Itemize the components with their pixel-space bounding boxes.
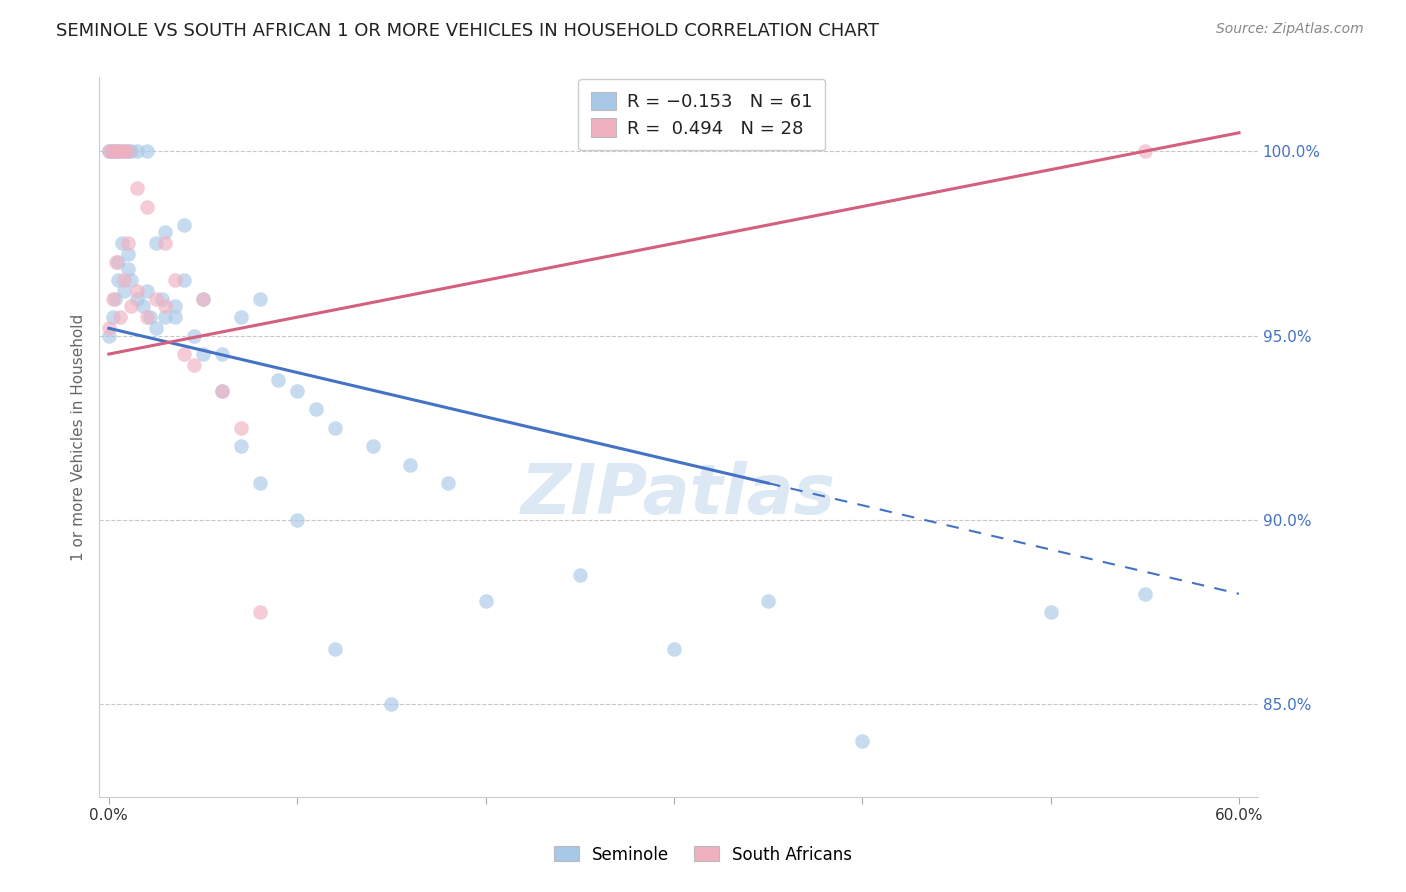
Text: SEMINOLE VS SOUTH AFRICAN 1 OR MORE VEHICLES IN HOUSEHOLD CORRELATION CHART: SEMINOLE VS SOUTH AFRICAN 1 OR MORE VEHI… <box>56 22 879 40</box>
Point <box>229 439 252 453</box>
Point <box>111 236 134 251</box>
Point <box>135 200 157 214</box>
Point <box>145 292 167 306</box>
Point <box>112 145 135 159</box>
Point <box>97 321 120 335</box>
Point <box>851 734 873 748</box>
Point <box>163 273 186 287</box>
Point <box>117 236 139 251</box>
Point <box>127 285 149 299</box>
Point <box>155 299 177 313</box>
Point <box>305 402 328 417</box>
Text: Source: ZipAtlas.com: Source: ZipAtlas.com <box>1216 22 1364 37</box>
Point <box>1133 145 1156 159</box>
Point <box>120 299 142 313</box>
Point <box>97 328 120 343</box>
Point <box>173 347 195 361</box>
Point <box>662 642 685 657</box>
Point <box>249 292 271 306</box>
Point <box>323 421 346 435</box>
Point <box>211 347 233 361</box>
Point <box>101 310 124 325</box>
Point <box>108 145 131 159</box>
Point <box>380 698 402 712</box>
Point <box>145 236 167 251</box>
Point <box>229 310 252 325</box>
Point <box>120 145 142 159</box>
Point <box>191 292 214 306</box>
Point <box>568 568 591 582</box>
Point <box>437 476 460 491</box>
Point <box>103 145 125 159</box>
Point <box>101 145 124 159</box>
Point <box>120 273 142 287</box>
Legend: Seminole, South Africans: Seminole, South Africans <box>547 839 859 871</box>
Point <box>183 358 205 372</box>
Point <box>323 642 346 657</box>
Point <box>145 321 167 335</box>
Point <box>105 255 128 269</box>
Point <box>135 310 157 325</box>
Point <box>105 145 128 159</box>
Point <box>1133 587 1156 601</box>
Point <box>103 292 125 306</box>
Text: ZIPatlas: ZIPatlas <box>522 461 837 528</box>
Point <box>756 594 779 608</box>
Point <box>117 247 139 261</box>
Point <box>163 299 186 313</box>
Point <box>211 384 233 398</box>
Point <box>101 292 124 306</box>
Point <box>285 384 308 398</box>
Point <box>127 181 149 195</box>
Legend: R = −0.153   N = 61, R =  0.494   N = 28: R = −0.153 N = 61, R = 0.494 N = 28 <box>578 79 825 151</box>
Point <box>267 373 290 387</box>
Point <box>229 421 252 435</box>
Point <box>100 145 122 159</box>
Point <box>107 145 129 159</box>
Y-axis label: 1 or more Vehicles in Household: 1 or more Vehicles in Household <box>72 313 86 561</box>
Point <box>155 236 177 251</box>
Point <box>183 328 205 343</box>
Point <box>107 255 129 269</box>
Point <box>132 299 155 313</box>
Point <box>135 145 157 159</box>
Point <box>155 310 177 325</box>
Point <box>163 310 186 325</box>
Point <box>399 458 422 472</box>
Point <box>474 594 496 608</box>
Point <box>105 145 128 159</box>
Point <box>361 439 384 453</box>
Point <box>249 476 271 491</box>
Point <box>107 273 129 287</box>
Point <box>285 513 308 527</box>
Point <box>117 145 139 159</box>
Point <box>191 347 214 361</box>
Point <box>135 285 157 299</box>
Point <box>139 310 162 325</box>
Point <box>173 273 195 287</box>
Point <box>173 218 195 232</box>
Point <box>150 292 173 306</box>
Point <box>112 273 135 287</box>
Point <box>117 145 139 159</box>
Point <box>108 310 131 325</box>
Point <box>127 145 149 159</box>
Point <box>1039 605 1062 619</box>
Point <box>101 145 124 159</box>
Point <box>155 225 177 239</box>
Point <box>191 292 214 306</box>
Point <box>117 262 139 277</box>
Point <box>127 292 149 306</box>
Point <box>97 145 120 159</box>
Point <box>97 145 120 159</box>
Point <box>249 605 271 619</box>
Point <box>108 145 131 159</box>
Point <box>112 145 135 159</box>
Point <box>112 285 135 299</box>
Point <box>211 384 233 398</box>
